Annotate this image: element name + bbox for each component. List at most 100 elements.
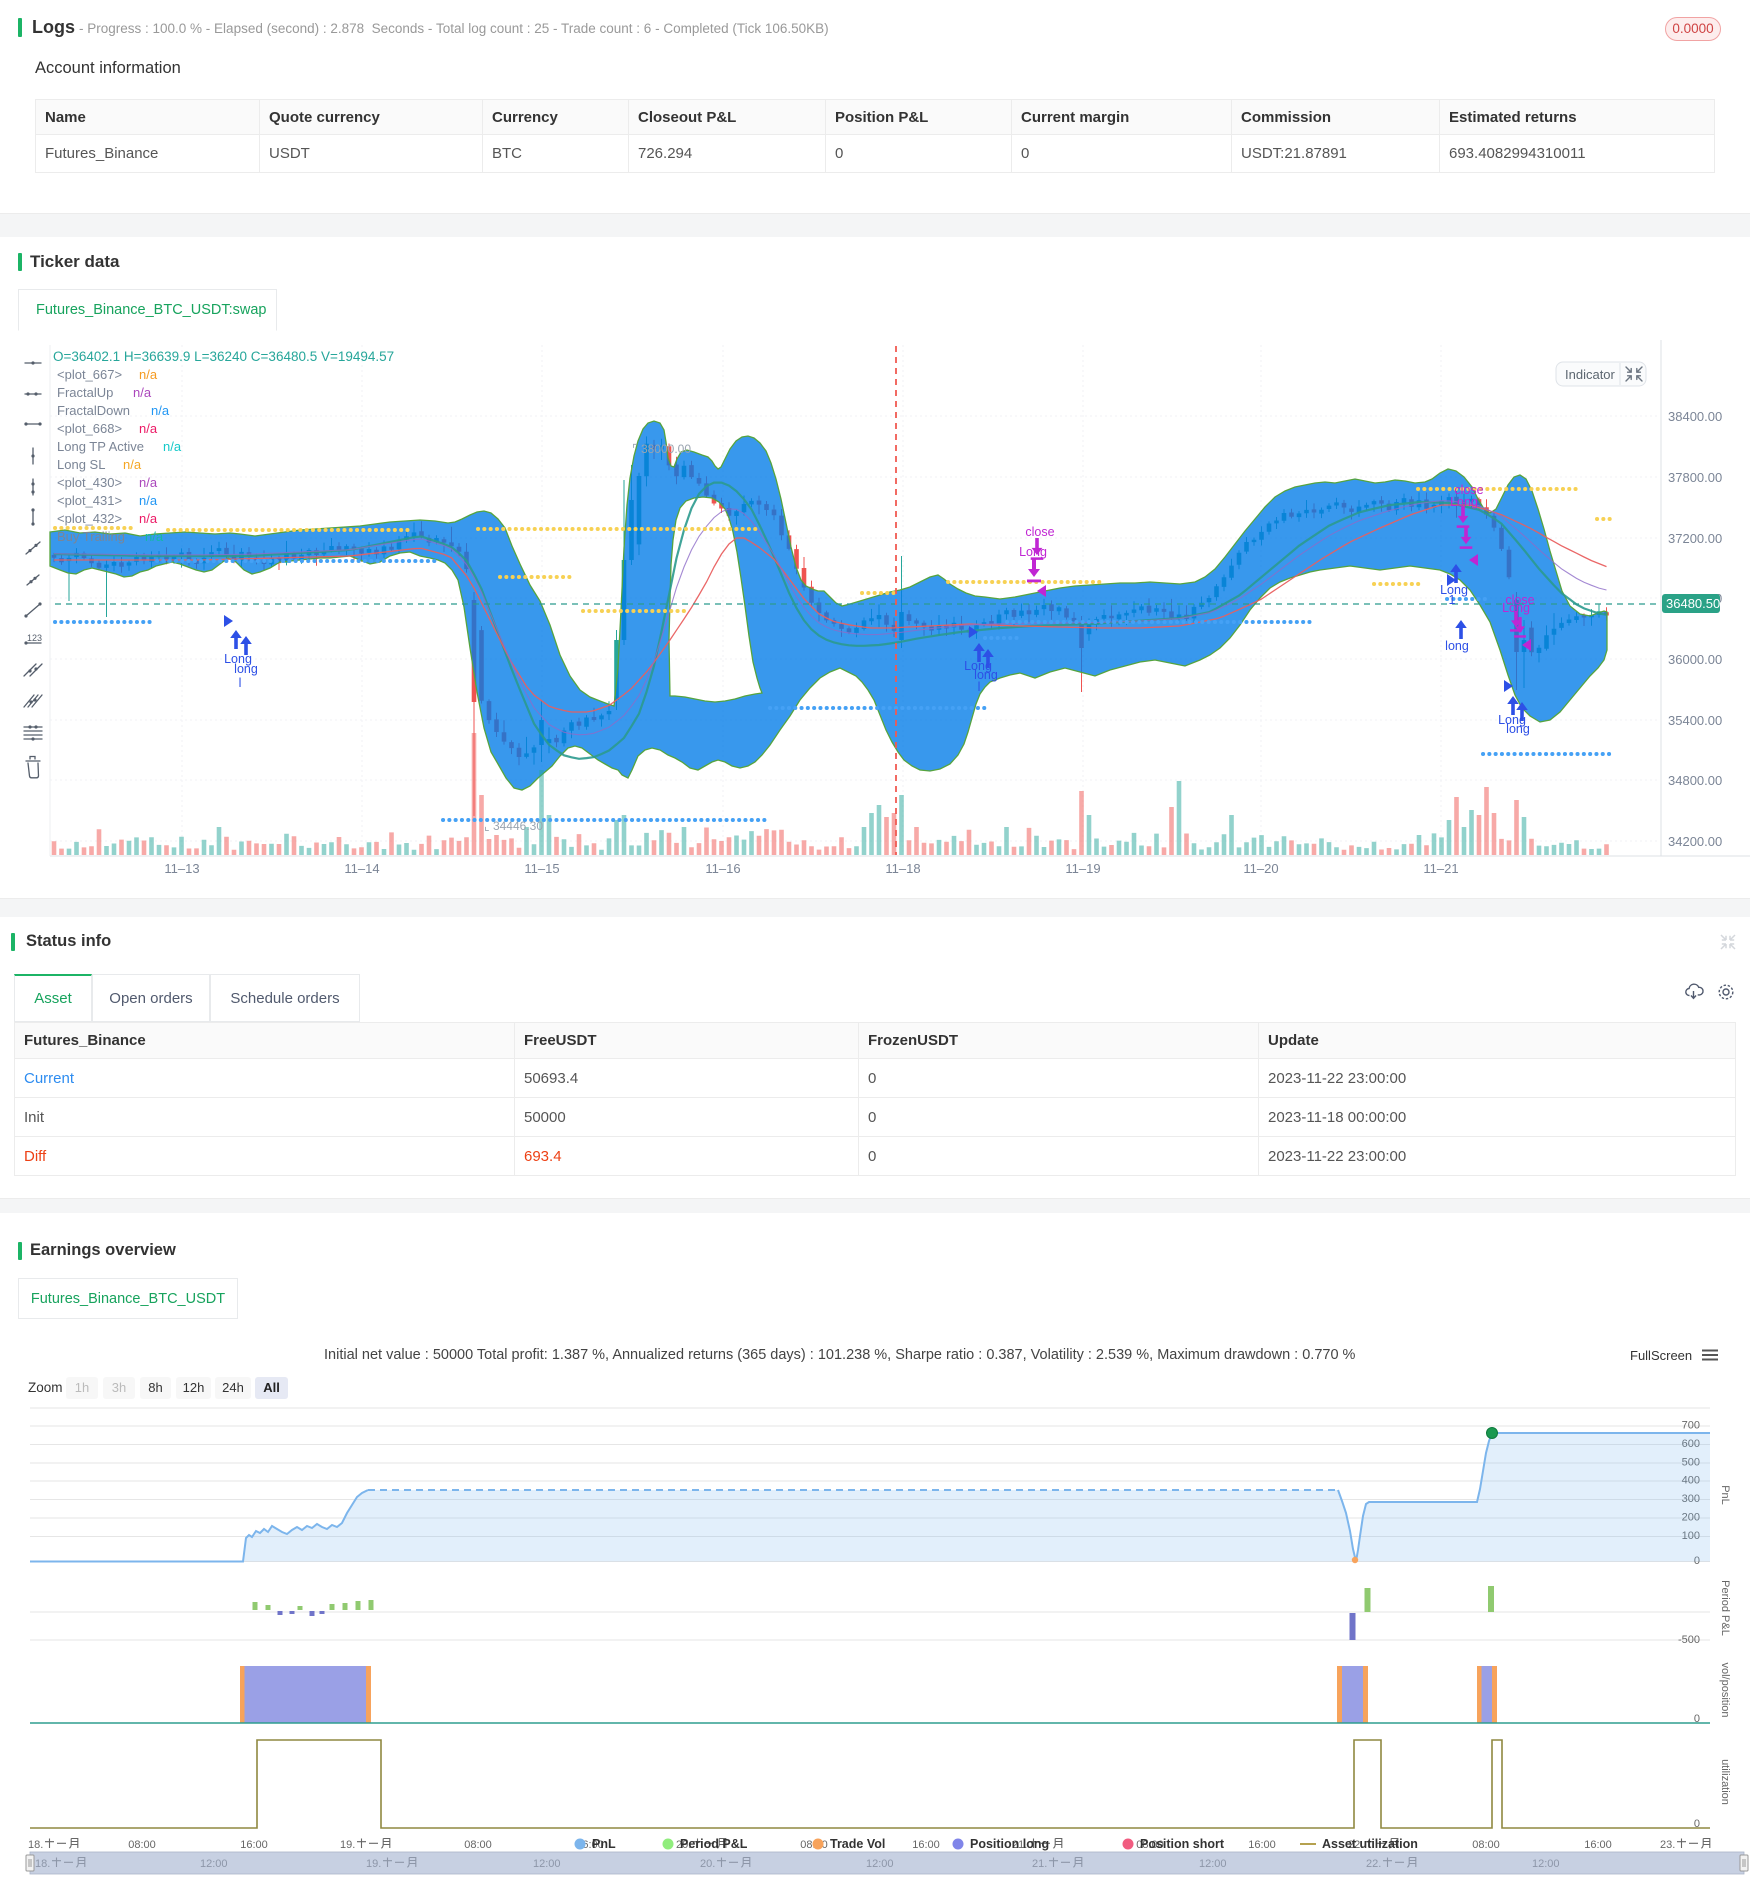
svg-text:16:00: 16:00 — [240, 1839, 268, 1851]
svg-text:Trade Vol: Trade Vol — [830, 1837, 885, 1851]
svg-text:36480.50: 36480.50 — [1666, 596, 1720, 611]
svg-text:37200.00: 37200.00 — [1668, 531, 1722, 546]
svg-text:n/a: n/a — [151, 403, 170, 418]
svg-text:300: 300 — [1682, 1493, 1700, 1505]
svg-text:11–19: 11–19 — [1065, 861, 1100, 876]
svg-text:Indicator: Indicator — [1565, 367, 1616, 382]
svg-text:long: long — [1506, 722, 1530, 736]
svg-text:Long: Long — [1498, 713, 1526, 727]
svg-text:22.: 22. — [1348, 1839, 1363, 1851]
svg-text:20.: 20. — [676, 1839, 691, 1851]
svg-text:12:00: 12:00 — [200, 1858, 228, 1870]
svg-text:20.: 20. — [700, 1858, 715, 1870]
svg-text:l: l — [239, 676, 242, 690]
svg-text:1: 1 — [1449, 593, 1456, 607]
svg-text:n/a: n/a — [139, 367, 158, 382]
svg-text:12:00: 12:00 — [533, 1858, 561, 1870]
svg-text:close: close — [1505, 593, 1534, 607]
svg-text:0: 0 — [1694, 1713, 1700, 1725]
svg-text:11–14: 11–14 — [344, 861, 379, 876]
svg-text:-500: -500 — [1678, 1634, 1700, 1646]
svg-text:O=36402.1 H=36639.9 L=36240 C=: O=36402.1 H=36639.9 L=36240 C=36480.5 V=… — [53, 349, 394, 364]
svg-text:⌜ 38000.00: ⌜ 38000.00 — [632, 442, 691, 456]
svg-text:<plot_668>: <plot_668> — [57, 421, 122, 436]
svg-text:16:00: 16:00 — [1248, 1839, 1276, 1851]
svg-text:long: long — [1445, 639, 1469, 653]
svg-text:Long: Long — [964, 659, 992, 673]
svg-text:<plot_430>: <plot_430> — [57, 475, 122, 490]
svg-text:Period P&L: Period P&L — [680, 1837, 748, 1851]
svg-text:close: close — [1454, 483, 1483, 497]
svg-text:n/a: n/a — [139, 475, 158, 490]
svg-text:12:00: 12:00 — [1532, 1858, 1560, 1870]
svg-text:12:00: 12:00 — [1199, 1858, 1227, 1870]
svg-text:23.: 23. — [1660, 1839, 1675, 1851]
svg-text:Long: Long — [1440, 583, 1468, 597]
svg-text:11–15: 11–15 — [524, 861, 559, 876]
svg-text:long: long — [234, 662, 258, 676]
svg-text:08:00: 08:00 — [464, 1839, 492, 1851]
svg-text:400: 400 — [1682, 1475, 1700, 1487]
svg-text:08:00: 08:00 — [1472, 1839, 1500, 1851]
svg-text:n/a: n/a — [133, 385, 152, 400]
svg-text:Long: Long — [1502, 601, 1530, 615]
svg-text:n/a: n/a — [139, 493, 158, 508]
svg-text:100: 100 — [1682, 1530, 1700, 1542]
svg-text:08:00: 08:00 — [128, 1839, 156, 1851]
svg-text:19.: 19. — [340, 1839, 355, 1851]
svg-text:18.: 18. — [28, 1839, 43, 1851]
svg-text:11–21: 11–21 — [1423, 861, 1458, 876]
svg-text:<plot_667>: <plot_667> — [57, 367, 122, 382]
svg-text:Long SL: Long SL — [57, 457, 105, 472]
svg-text:16:00: 16:00 — [1584, 1839, 1612, 1851]
svg-text:Position short: Position short — [1140, 1837, 1225, 1851]
svg-text:123: 123 — [27, 633, 42, 643]
svg-text:n/a: n/a — [145, 529, 164, 544]
svg-text:Long: Long — [224, 652, 252, 666]
svg-text:500: 500 — [1682, 1457, 1700, 1469]
svg-text:12:00: 12:00 — [866, 1858, 894, 1870]
svg-text:close: close — [1025, 525, 1054, 539]
svg-text:0: 0 — [1694, 1555, 1700, 1567]
svg-text:34800.00: 34800.00 — [1668, 773, 1722, 788]
svg-text:long: long — [974, 668, 998, 682]
svg-text:PnL: PnL — [592, 1837, 616, 1851]
svg-text:38400.00: 38400.00 — [1668, 409, 1722, 424]
svg-text:<plot_431>: <plot_431> — [57, 493, 122, 508]
svg-text:11–20: 11–20 — [1243, 861, 1278, 876]
svg-text:19.: 19. — [366, 1858, 381, 1870]
svg-text:PnL: PnL — [1719, 1485, 1731, 1505]
svg-text:21.: 21. — [1012, 1839, 1027, 1851]
svg-text:FractalUp: FractalUp — [57, 385, 113, 400]
svg-text:0: 0 — [1694, 1818, 1700, 1830]
svg-text:Buy Trailing: Buy Trailing — [57, 529, 125, 544]
svg-text:Long: Long — [1019, 545, 1047, 559]
svg-text:21.: 21. — [1032, 1858, 1047, 1870]
svg-text:n/a: n/a — [139, 421, 158, 436]
svg-text:22.: 22. — [1366, 1858, 1381, 1870]
svg-text:n/a: n/a — [163, 439, 182, 454]
svg-text:Long TP Active: Long TP Active — [57, 439, 144, 454]
svg-text:700: 700 — [1682, 1420, 1700, 1432]
svg-text:⌞ 34446.30: ⌞ 34446.30 — [484, 819, 543, 833]
svg-text:11–13: 11–13 — [164, 861, 199, 876]
svg-text:600: 600 — [1682, 1438, 1700, 1450]
svg-text:Asset utilization: Asset utilization — [1322, 1837, 1418, 1851]
svg-text:34200.00: 34200.00 — [1668, 834, 1722, 849]
svg-text:11–16: 11–16 — [705, 861, 740, 876]
svg-text:FractalDown: FractalDown — [57, 403, 130, 418]
svg-text:vol/position: vol/position — [1719, 1662, 1731, 1717]
svg-text:n/a: n/a — [123, 457, 142, 472]
svg-text:37800.00: 37800.00 — [1668, 470, 1722, 485]
svg-text:<plot_432>: <plot_432> — [57, 511, 122, 526]
svg-text:l: l — [978, 680, 981, 694]
svg-text:utilization: utilization — [1719, 1759, 1731, 1805]
svg-text:200: 200 — [1682, 1512, 1700, 1524]
svg-text:08:00: 08:00 — [1136, 1839, 1164, 1851]
svg-text:Period P&L: Period P&L — [1719, 1580, 1731, 1636]
svg-text:35400.00: 35400.00 — [1668, 713, 1722, 728]
svg-text:n/a: n/a — [139, 511, 158, 526]
svg-text:11–18: 11–18 — [885, 861, 920, 876]
svg-text:18.: 18. — [35, 1858, 50, 1870]
svg-text:Position long: Position long — [970, 1837, 1049, 1851]
